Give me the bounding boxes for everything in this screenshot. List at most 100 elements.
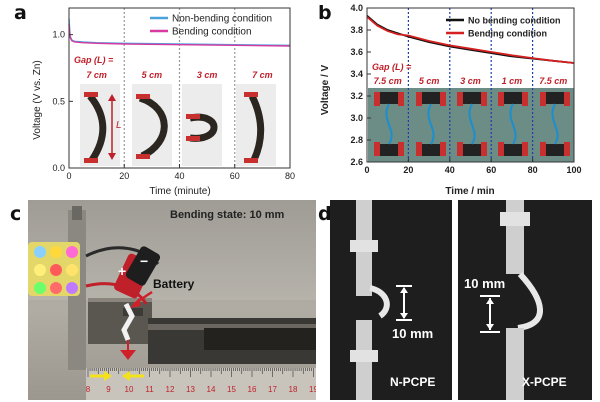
inset-vehicle-bottom — [376, 144, 402, 156]
ruler-number: 13 — [186, 385, 195, 394]
photo-c-bending-state: Bending state: 10 mm — [170, 209, 285, 221]
chart-a-ytick-label: 0.0 — [52, 163, 65, 173]
inset-vehicle-wheel — [440, 92, 446, 106]
inset-vehicle-wheel — [398, 92, 404, 106]
chart-a-gap-labels: 7 cm 5 cm 3 cm 7 cm — [86, 70, 272, 80]
chart-a-labels: Voltage (V vs. Zn) Time (minute) Gap (L)… — [32, 55, 211, 197]
photo-c: + − Battery Bending state: 10 mm 8 9 10 11 1… — [28, 200, 316, 400]
chart-a-legend: Non-bending condition Bending condition — [150, 14, 272, 38]
chart-b-legend-label: No bending condition — [468, 16, 560, 26]
chart-b: 0 20 40 60 80 100 2.6 2.8 3.0 3.2 3.4 3.6 3.8 4.0 Vol… — [320, 3, 582, 197]
chart-b-gap-label: 3 cm — [460, 76, 481, 86]
chart-a-gap-label: 7 cm — [86, 70, 107, 80]
inset-vehicle-top — [376, 92, 402, 104]
photo-c-battery — [121, 302, 135, 341]
chart-b-insets — [368, 88, 574, 162]
chart-b-series-line — [366, 16, 575, 64]
chart-a-legend-label: Bending condition — [172, 27, 252, 38]
chart-b-xtick-label: 100 — [566, 165, 581, 175]
inset-vehicle-wire — [385, 103, 393, 145]
inset-vehicles-b — [374, 92, 570, 156]
chart-b-ytick-label: 3.4 — [350, 69, 363, 79]
photo-c-minus-sign: − — [140, 253, 148, 269]
inset-vehicle-wheel — [522, 92, 528, 106]
inset-vehicle-wire — [509, 103, 517, 145]
chart-a-xtick-label: 60 — [230, 171, 240, 181]
chart-b-xlabel: Time / min — [445, 186, 494, 197]
ruler-number: 8 — [86, 385, 91, 394]
chart-a-insets: L — [80, 84, 276, 166]
inset-strip-a2 — [138, 94, 168, 160]
inset-vehicle-wheel — [498, 142, 504, 156]
inset-vehicle-top — [500, 92, 526, 104]
photo-c-ruler-marks: 8 9 10 11 12 13 14 15 16 17 18 19 — [86, 368, 316, 394]
inset-vehicle-bottom — [500, 144, 526, 156]
inset-vehicle-wheel — [416, 92, 422, 106]
chart-b-xtick-label: 60 — [486, 165, 496, 175]
inset-vehicle-wheel — [540, 142, 546, 156]
photo-c-plus-sign: + — [118, 263, 126, 279]
chart-a-xtick-label: 40 — [174, 171, 184, 181]
chart-b-labels: Voltage / V Time / min Gap (L) = — [320, 62, 495, 197]
inset-vehicle-wheel — [457, 92, 463, 106]
chart-a-xtick-label: 80 — [285, 171, 295, 181]
chart-b-xtick-label: 0 — [364, 165, 369, 175]
inset-vehicle-bottom — [418, 144, 444, 156]
chart-b-xtick-label: 20 — [403, 165, 413, 175]
ruler-number: 15 — [227, 385, 236, 394]
chart-b-gap-label: 5 cm — [419, 76, 440, 86]
inset-strip-a1 — [87, 93, 107, 162]
chart-b-ytick-label: 2.6 — [350, 157, 363, 167]
inset-vehicle-bottom — [542, 144, 568, 156]
chart-b-gap-labels: 7.5 cm 5 cm 3 cm 1 cm 7.5 cm — [374, 76, 568, 86]
ruler-number: 10 — [125, 385, 134, 394]
inset-vehicle-wheel — [498, 92, 504, 106]
chart-b-legend: No bending condition Bending condition — [446, 16, 560, 39]
inset-vehicle-wire — [468, 103, 476, 145]
photo-d: 10 mm N-PCPE 10 mm X-PCPE — [330, 200, 592, 400]
inset-vehicle-wheel — [457, 142, 463, 156]
inset-vehicle-wheel — [374, 92, 380, 106]
chart-a-gap-label: 3 cm — [197, 70, 218, 80]
inset-vehicle-top — [542, 92, 568, 104]
inset-vehicle-top — [459, 92, 485, 104]
inset-vehicle-wheel — [398, 142, 404, 156]
photo-d-left-label: N-PCPE — [390, 375, 435, 389]
chart-b-ytick-label: 4.0 — [350, 3, 363, 13]
chart-a-gap-dividers — [123, 8, 236, 168]
inset-vehicle-wheel — [481, 142, 487, 156]
photo-c-clip-black — [125, 246, 161, 286]
photo-d-right — [458, 200, 592, 400]
chart-b-ytick-label: 2.8 — [350, 135, 363, 145]
inset-vehicle-wheel — [540, 92, 546, 106]
photo-d-left-gap: 10 mm — [392, 326, 433, 341]
photo-d-left — [330, 200, 452, 400]
photo-d-right-gap: 10 mm — [464, 276, 505, 291]
chart-b-xtick-label: 80 — [528, 165, 538, 175]
chart-a-xlabel: Time (minute) — [149, 186, 210, 197]
chart-a-xtick-label: 20 — [119, 171, 129, 181]
inset-vehicle-wheel — [440, 142, 446, 156]
chart-b-axes: 0 20 40 60 80 100 2.6 2.8 3.0 3.2 3.4 3.6 3.8 4.0 — [350, 3, 581, 175]
photo-d-right-clamp-top — [506, 200, 524, 274]
ruler-number: 12 — [166, 385, 175, 394]
chart-a: L 0 20 40 60 80 0.0 0.5 1.0 Voltage (V vs. Zn) … — [32, 7, 295, 197]
photo-c-stage-block — [88, 300, 152, 344]
chart-b-gap-label: 7.5 cm — [539, 76, 567, 86]
panel-label-d: d — [318, 203, 332, 225]
inset-vehicle-wheel — [481, 92, 487, 106]
chart-b-gap-title: Gap (L) = — [372, 62, 412, 72]
chart-b-xtick-label: 40 — [445, 165, 455, 175]
ruler-number: 11 — [145, 385, 154, 394]
chart-b-ytick-label: 3.8 — [350, 25, 363, 35]
chart-a-ylabel: Voltage (V vs. Zn) — [32, 60, 43, 139]
chart-b-series — [366, 15, 575, 64]
panel-label-c: c — [10, 203, 22, 225]
chart-b-ylabel: Voltage / V — [320, 64, 331, 115]
inset-vehicle-bottom — [459, 144, 485, 156]
inset-vehicle-top — [418, 92, 444, 104]
ruler-number: 9 — [106, 385, 111, 394]
chart-a-legend-label: Non-bending condition — [172, 14, 272, 25]
inset-vehicle-wheel — [564, 142, 570, 156]
chart-a-gap-title: Gap (L) = — [74, 55, 114, 65]
